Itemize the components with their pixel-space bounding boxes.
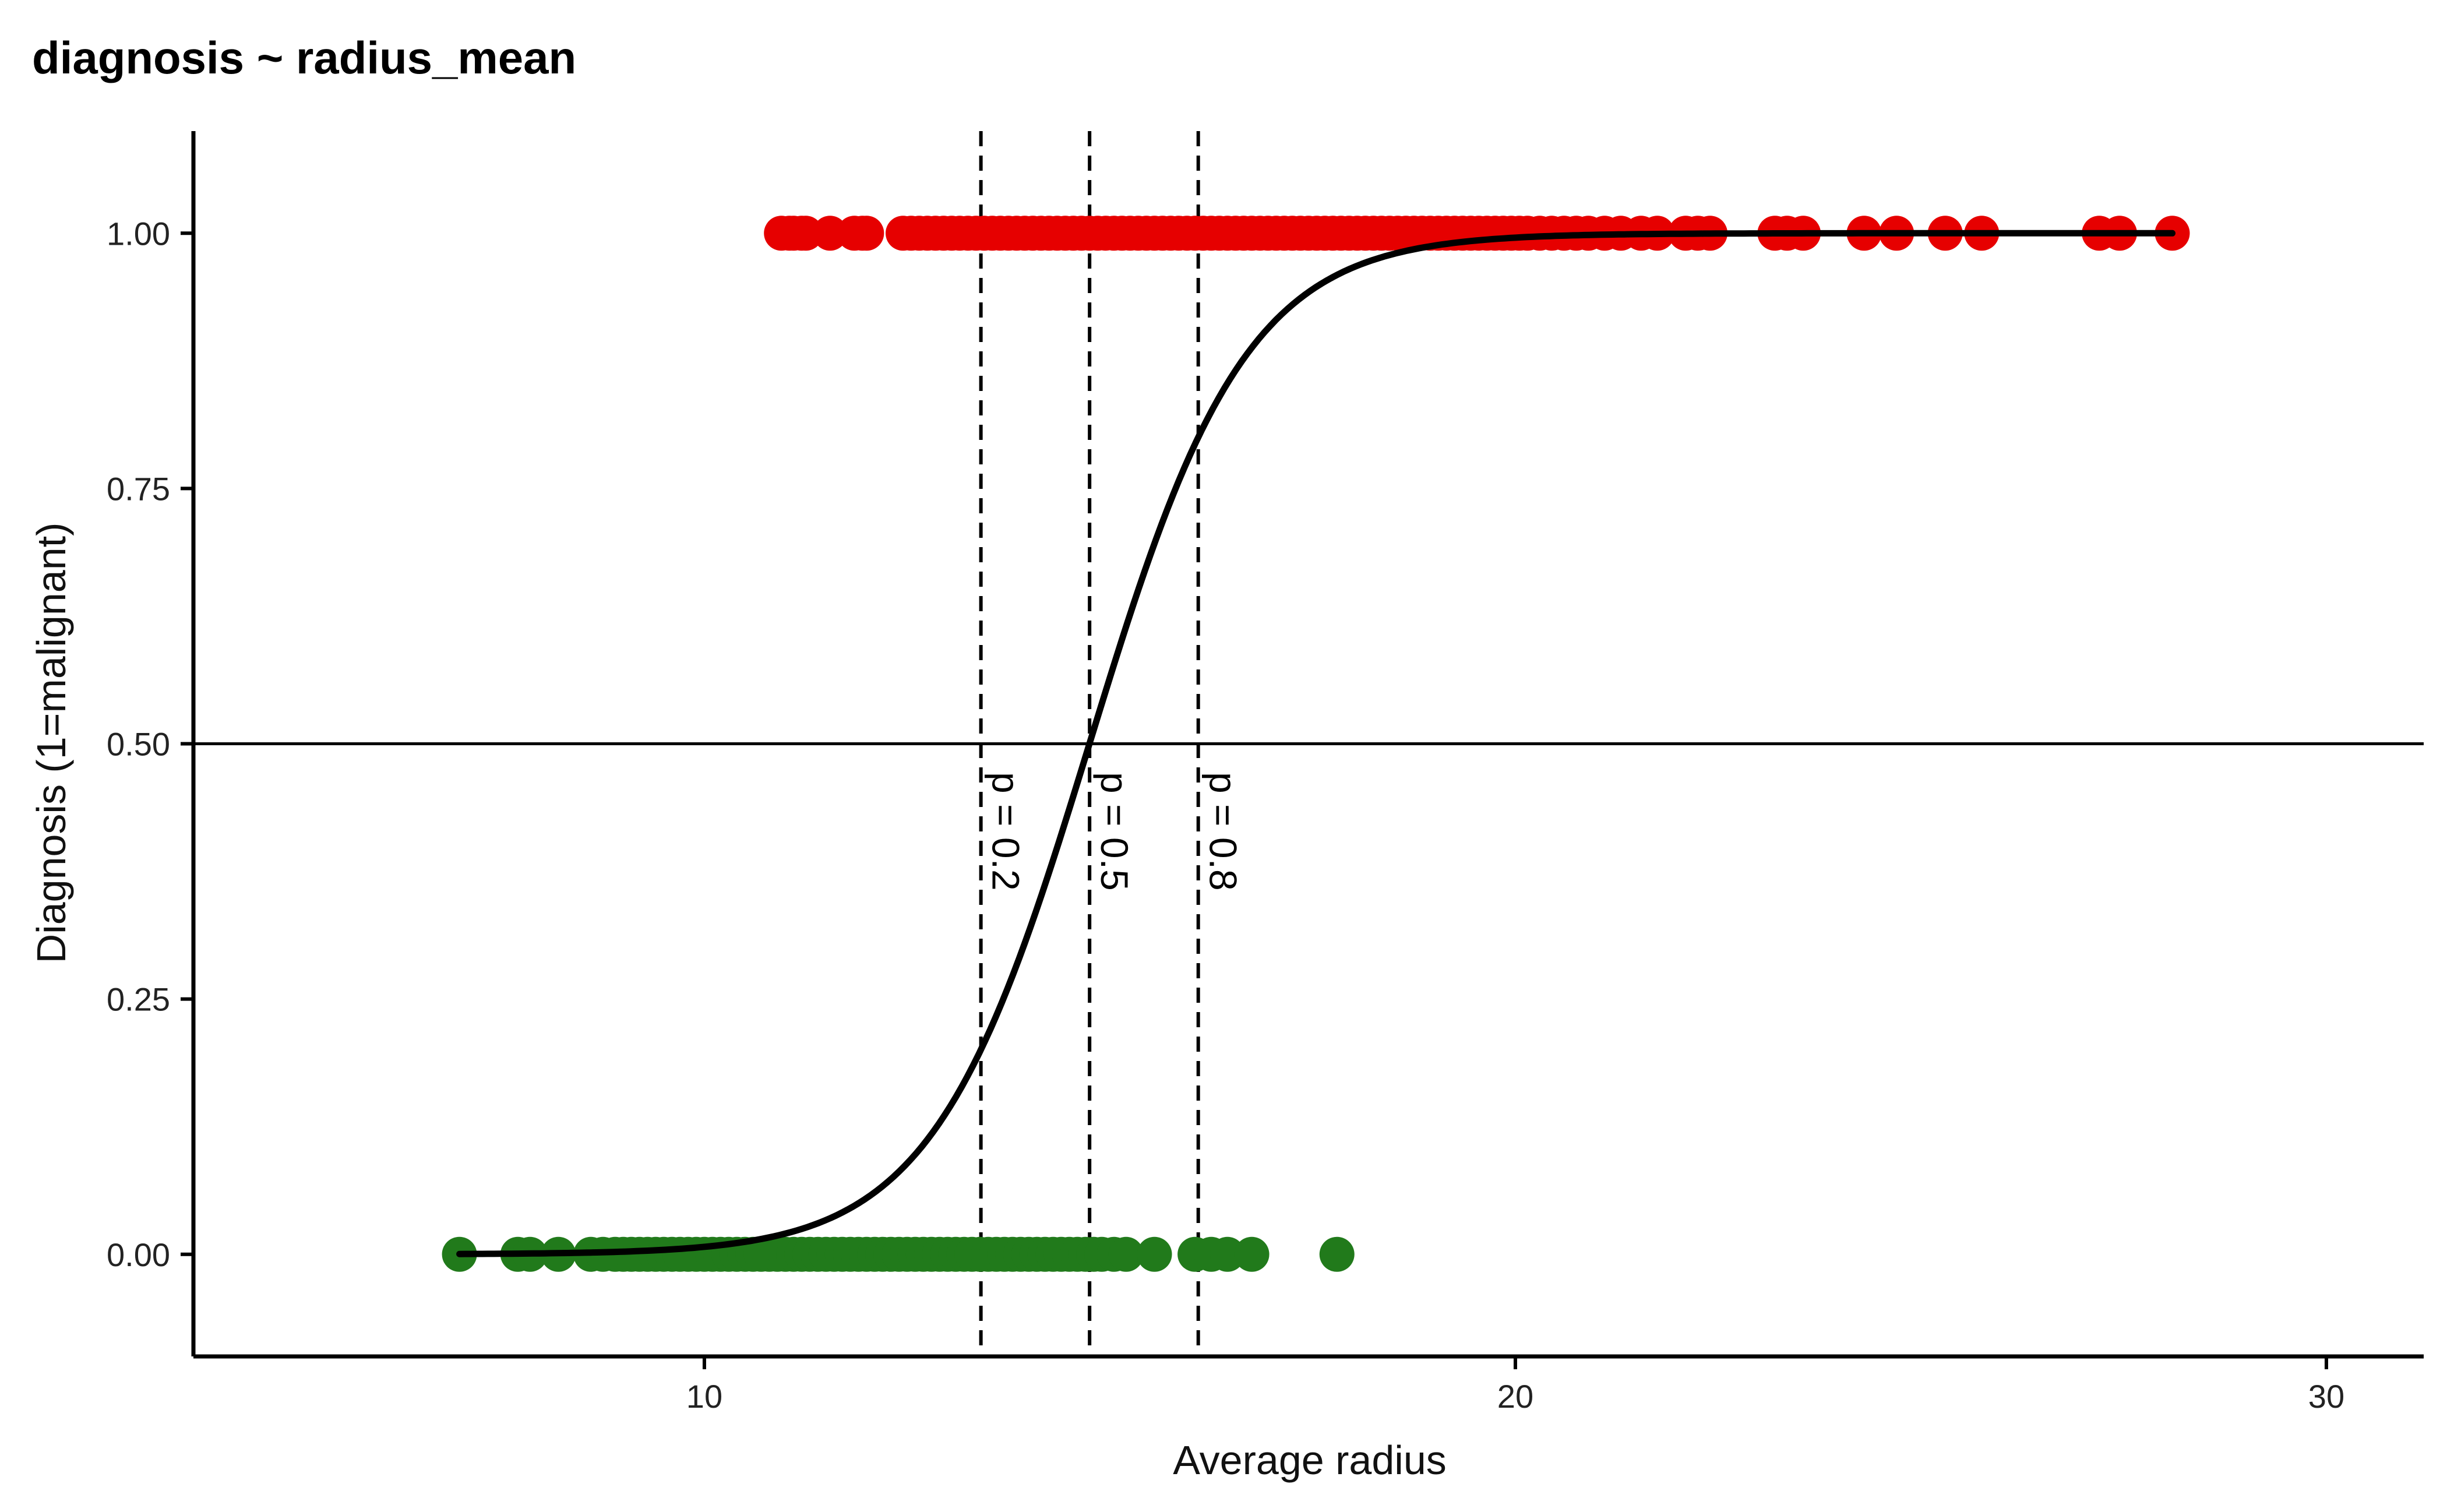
x-tick-label-2: 30 — [2308, 1378, 2344, 1415]
y-tick-label-3: 0.75 — [107, 470, 170, 507]
x-tick-label-0: 10 — [686, 1378, 722, 1415]
vline-label-1: p = 0.2 — [985, 772, 1028, 891]
benign-point-74 — [1319, 1236, 1355, 1272]
chart-title: diagnosis ~ radius_mean — [32, 32, 576, 83]
axes: 0.00 0.25 0.50 0.75 1.00 10 20 30 — [107, 131, 2424, 1415]
y-tick-label-1: 0.25 — [107, 981, 170, 1018]
x-axis-title: Average radius — [1173, 1437, 1447, 1483]
vline-label-3: p = 0.8 — [1202, 772, 1245, 891]
malignant-point-5 — [812, 216, 848, 251]
benign-point-72 — [1210, 1236, 1245, 1272]
vline-label-2: p = 0.5 — [1093, 772, 1136, 891]
logistic-fit-curve — [456, 230, 2175, 1257]
benign-point-69 — [1137, 1236, 1172, 1272]
benign-point-73 — [1234, 1236, 1270, 1272]
fit-curve-layer — [456, 230, 2175, 1257]
benign-point-68 — [1108, 1236, 1144, 1272]
y-tick-label-4: 1.00 — [107, 215, 170, 252]
y-axis-title: Diagnosis (1=malignant) — [29, 523, 74, 964]
x-tick-label-1: 20 — [1497, 1378, 1533, 1415]
annotations: p = 0.2 p = 0.5 p = 0.8 — [985, 772, 1245, 891]
malignant-point-4 — [788, 216, 823, 251]
y-tick-label-0: 0.00 — [107, 1236, 170, 1273]
malignant-point-8 — [849, 216, 884, 251]
y-tick-label-2: 0.50 — [107, 726, 170, 763]
